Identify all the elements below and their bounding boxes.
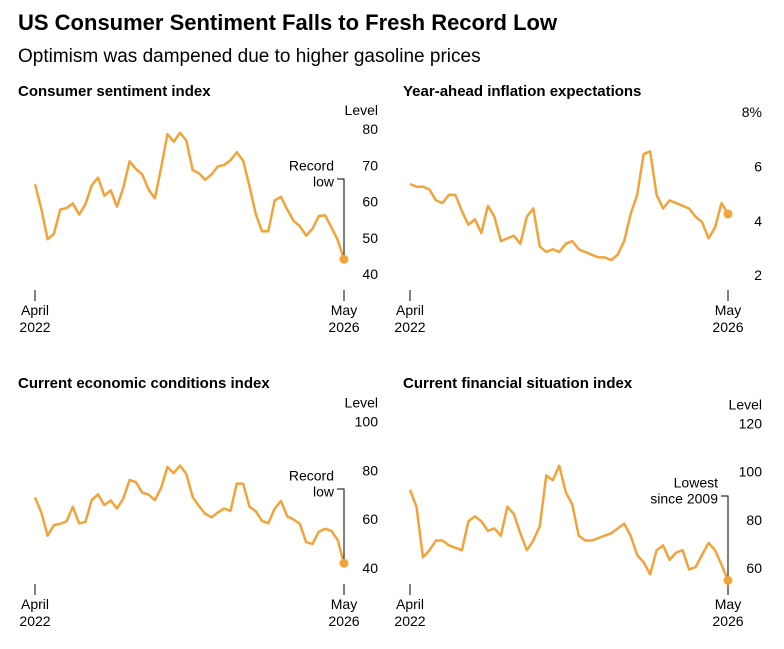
annotation-text: Record [289, 158, 334, 174]
annotation-text: low [313, 174, 335, 190]
data-line [408, 464, 730, 581]
x-tick-label-line: April [21, 596, 49, 612]
annotation-bracket [721, 495, 729, 581]
x-tick-label-line: April [396, 302, 424, 318]
x-tick-label: May 2026 [328, 302, 359, 335]
y-tick-label: 8% [742, 104, 762, 120]
x-tick-label-line: April [396, 596, 424, 612]
x-tick-label: April 2022 [394, 596, 425, 629]
y-tick-label: 80 [746, 512, 762, 528]
page-title: US Consumer Sentiment Falls to Fresh Rec… [18, 10, 558, 35]
x-tick-label-line: 2022 [19, 319, 50, 335]
x-tick-label: April 2022 [19, 596, 50, 629]
y-tick-label: 60 [746, 560, 762, 576]
end-point [339, 254, 349, 264]
y-tick-label: 6 [754, 158, 762, 174]
annotation-text: Lowest [674, 475, 718, 491]
x-tick-label-line: 2026 [712, 319, 743, 335]
y-tick-label: 2 [754, 267, 762, 283]
x-tick-label: May 2026 [712, 302, 743, 335]
annotation-bracket [337, 178, 345, 260]
annotation-text: since 2009 [650, 491, 718, 507]
y-tick-label: 80 [362, 462, 378, 478]
y-tick-label: 40 [362, 560, 378, 576]
end-point [339, 558, 349, 568]
panel-title: Consumer sentiment index [18, 83, 211, 100]
x-tick-label: April 2022 [19, 302, 50, 335]
x-tick-label-line: 2022 [394, 319, 425, 335]
x-tick-label-line: April [21, 302, 49, 318]
y-tick-label: 4 [754, 213, 762, 229]
x-tick-label-line: 2026 [328, 319, 359, 335]
y-tick-label: 40 [362, 266, 378, 282]
annotation-text: Record [289, 468, 334, 484]
annotation-bracket [337, 488, 345, 564]
end-point [723, 209, 733, 219]
y-tick-label: 100 [739, 464, 763, 480]
end-point [723, 575, 733, 585]
x-tick-label-line: 2022 [19, 613, 50, 629]
y-tick-label: 100 [355, 413, 379, 429]
y-tick-label: 80 [362, 121, 378, 137]
y-tick-label: 120 [739, 415, 763, 431]
x-tick-label-line: 2026 [328, 613, 359, 629]
x-tick-label: May 2026 [712, 596, 743, 629]
x-tick-label-line: 2026 [712, 613, 743, 629]
annotation-text: low [313, 484, 335, 500]
x-tick-label-line: May [715, 302, 741, 318]
panel-title: Current financial situation index [403, 375, 633, 392]
x-tick-label-line: May [331, 302, 357, 318]
x-tick-label-line: 2022 [394, 613, 425, 629]
panel-title: Year-ahead inflation expectations [403, 83, 641, 100]
y-tick-label: 60 [362, 194, 378, 210]
y-tick-label: 60 [362, 511, 378, 527]
x-tick-label: May 2026 [328, 596, 359, 629]
x-tick-label-line: May [715, 596, 741, 612]
data-line [33, 131, 346, 260]
data-line [409, 150, 730, 262]
y-axis-label: Level [345, 102, 378, 118]
y-axis-label: Level [729, 396, 762, 412]
y-axis-label: Level [345, 394, 378, 410]
data-line [33, 464, 346, 564]
y-tick-label: 50 [362, 230, 378, 246]
x-tick-label-line: May [331, 596, 357, 612]
page-subtitle: Optimism was dampened due to higher gaso… [18, 46, 481, 67]
x-tick-label: April 2022 [394, 302, 425, 335]
panel-title: Current economic conditions index [18, 375, 270, 392]
y-tick-label: 70 [362, 157, 378, 173]
